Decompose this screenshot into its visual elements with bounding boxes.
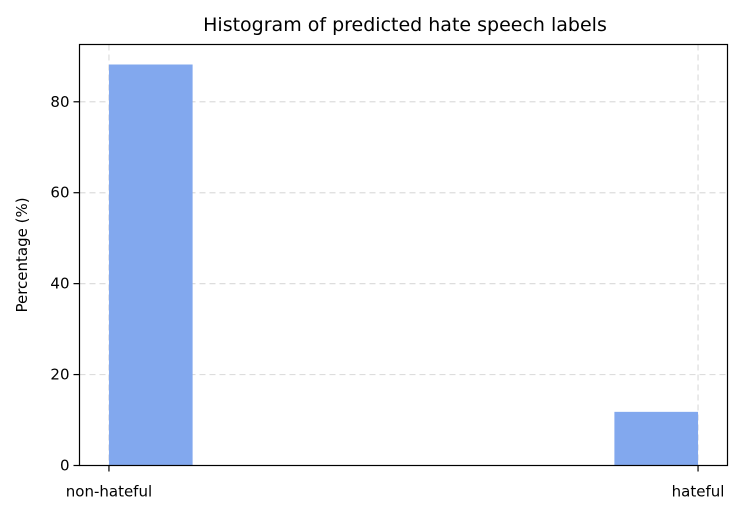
chart-title: Histogram of predicted hate speech label…	[203, 14, 607, 36]
y-tick-label: 40	[50, 275, 69, 293]
y-tick-label: 60	[50, 184, 69, 202]
x-tick-label: non-hateful	[66, 483, 152, 501]
y-axis-label: Percentage (%)	[13, 197, 31, 312]
bar-hateful	[614, 411, 699, 466]
y-tick-label: 0	[60, 457, 70, 475]
bars	[108, 64, 699, 466]
x-tick-label: hateful	[672, 483, 725, 501]
y-tick-label: 80	[50, 93, 69, 111]
y-tick-label: 20	[50, 366, 69, 384]
bar-non-hateful	[108, 64, 193, 466]
axes: 0 20 40 60 80 non-hateful hateful	[50, 93, 724, 501]
plot-frame	[78, 43, 729, 467]
